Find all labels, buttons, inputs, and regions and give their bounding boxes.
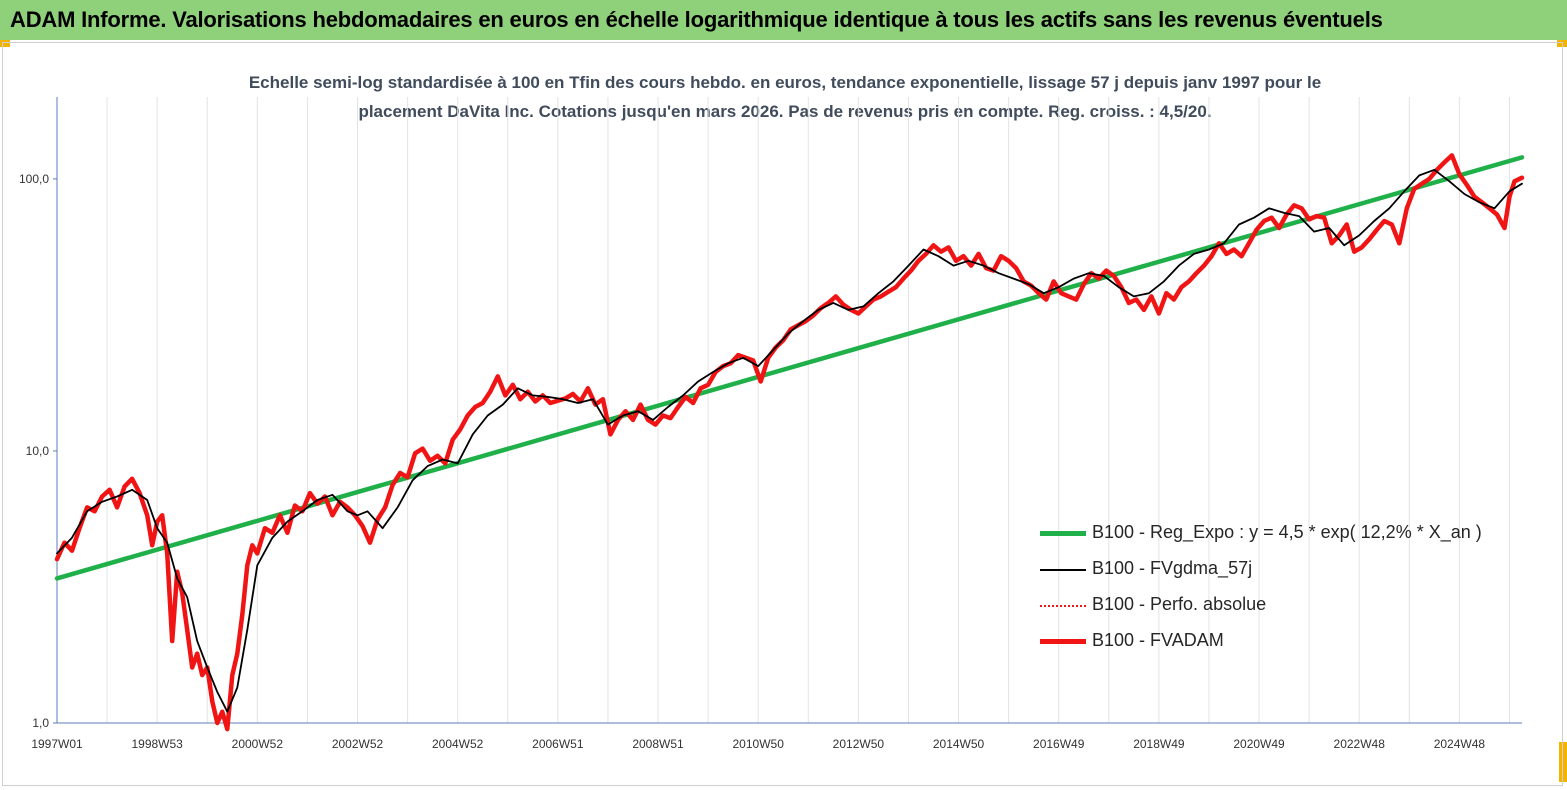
legend-swatch-reg-expo [1040, 531, 1086, 536]
x-tick-label: 2006W51 [532, 737, 584, 751]
y-tick-label: 1,0 [32, 716, 49, 730]
x-tick-label: 1997W01 [31, 737, 83, 751]
legend-label-fvadam: B100 - FVADAM [1092, 630, 1224, 650]
chart-title-line-2: placement DaVita Inc. Cotations jusqu'en… [358, 102, 1212, 121]
legend-label-fvgdma: B100 - FVgdma_57j [1092, 558, 1253, 578]
legend-item-fvadam: B100 - FVADAM [1040, 630, 1520, 654]
legend-item-reg-expo: B100 - Reg_Expo : y = 4,5 * exp( 12,2% *… [1040, 522, 1520, 546]
x-tick-label: 2008W51 [632, 737, 684, 751]
chart-title: Echelle semi-log standardisée à 100 en T… [150, 68, 1420, 126]
axes [53, 97, 1522, 724]
series-line-1 [56, 168, 1523, 713]
legend-swatch-fvadam [1040, 639, 1086, 644]
x-tick-label: 2002W52 [332, 737, 384, 751]
legend-label-perfo-absolue: B100 - Perfo. absolue [1092, 594, 1267, 614]
x-tick-label: 2024W48 [1434, 737, 1486, 751]
report-title: ADAM Informe. Valorisations hebdomadaire… [10, 7, 1383, 32]
y-tick-label: 100,0 [19, 172, 49, 186]
x-tick-label: 2000W52 [232, 737, 284, 751]
x-tick-label: 2022W48 [1334, 737, 1386, 751]
x-tick-label: 2012W50 [833, 737, 885, 751]
report-banner: ADAM Informe. Valorisations hebdomadaire… [0, 0, 1567, 40]
chart-frame [2, 42, 1563, 786]
legend-item-perfo-absolue: B100 - Perfo. absolue [1040, 594, 1520, 618]
x-tick-label: 1998W53 [131, 737, 183, 751]
x-tick-label: 2020W49 [1233, 737, 1285, 751]
y-tick-label: 10,0 [26, 444, 50, 458]
legend-swatch-fvgdma [1040, 569, 1086, 571]
corner-marker-top-left [0, 40, 10, 47]
legend-item-fvgdma: B100 - FVgdma_57j [1040, 558, 1520, 582]
x-tick-label: 2016W49 [1033, 737, 1085, 751]
x-tick-label: 2014W50 [933, 737, 985, 751]
chart-title-line-1: Echelle semi-log standardisée à 100 en T… [248, 73, 1322, 92]
x-tick-label: 2010W50 [733, 737, 785, 751]
x-tick-label: 2004W52 [432, 737, 484, 751]
series-line-3 [54, 153, 1525, 732]
legend-swatch-perfo-absolue [1040, 605, 1086, 607]
tick-labels: 1,0 10,0 100,0 1997W01 1998W53 2000W52 2002W52… [19, 172, 1485, 751]
series-lines [54, 153, 1525, 732]
x-tick-label: 2018W49 [1133, 737, 1185, 751]
legend-label-reg-expo: B100 - Reg_Expo : y = 4,5 * exp( 12,2% *… [1092, 522, 1482, 542]
corner-marker-bottom-right [1559, 742, 1567, 782]
